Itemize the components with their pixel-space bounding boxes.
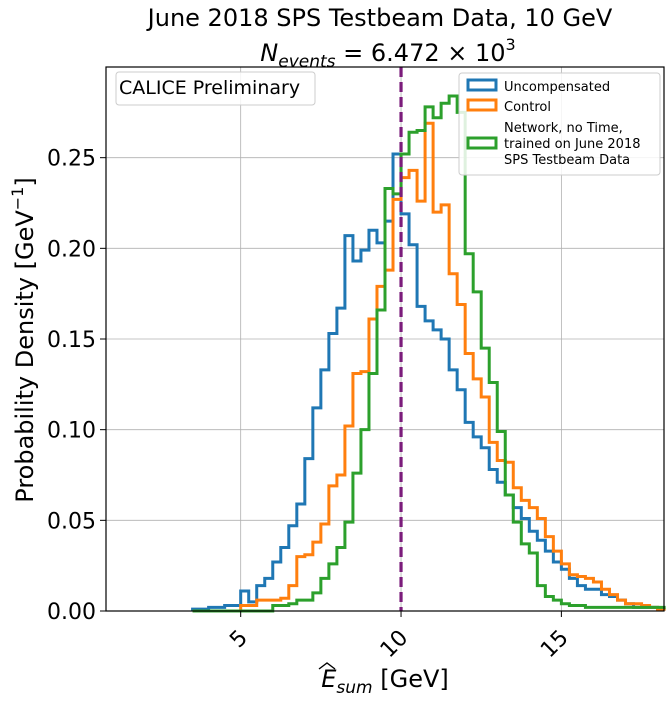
x-axis-label: Esum [GeV]: [321, 665, 449, 698]
y-tick-label: 0.10: [47, 419, 96, 444]
y-tick-label: 0.00: [47, 600, 96, 625]
x-label-unit: [GeV]: [373, 665, 449, 693]
x-label-subscript: sum: [336, 678, 372, 698]
series-line-2: [192, 94, 666, 613]
x-label-symbol: E: [321, 665, 337, 693]
series-line-1: [192, 121, 666, 613]
title-n-symbol: N: [260, 39, 278, 67]
preliminary-label: CALICE Preliminary: [119, 77, 300, 99]
series-line-0: [191, 152, 666, 611]
legend-label-1: Control: [504, 100, 551, 115]
y-label-text: Probability Density [GeV: [11, 210, 39, 503]
legend-swatch-2: [466, 136, 498, 150]
legend-box: [458, 72, 661, 176]
x-tick-label: 15: [536, 626, 573, 663]
y-label-close: ]: [11, 177, 39, 186]
x-tick-label: 10: [376, 626, 413, 663]
legend-label-0: Uncompensated: [504, 80, 610, 95]
legend-label-2: Network, no Time,: [504, 121, 623, 136]
x-tick-label: 5: [225, 626, 253, 654]
y-axis-label: Probability Density [GeV−1]: [8, 177, 39, 502]
title-exponent: 3: [506, 35, 516, 54]
histogram-series: [191, 94, 666, 613]
title-value: = 6.472 × 10: [336, 39, 506, 67]
y-tick-label: 0.05: [47, 509, 96, 534]
legend-label-2: SPS Testbeam Data: [504, 153, 630, 168]
x-label-hat: [318, 662, 336, 670]
legend-swatch-0: [466, 78, 498, 92]
y-label-exponent: −1: [8, 187, 27, 211]
y-tick-label: 0.15: [47, 328, 96, 353]
y-tick-label: 0.20: [47, 237, 96, 262]
legend-swatch-1: [466, 98, 498, 112]
legend: Uncompensated Control Network, no Time,tra…: [466, 78, 641, 168]
chart-title-line1: June 2018 SPS Testbeam Data, 10 GeV: [146, 4, 613, 32]
legend-label-2: trained on June 2018: [504, 137, 641, 152]
y-tick-label: 0.25: [47, 147, 96, 172]
axis-ticks: 5 10 15 0.00 0.05 0.10 0.15 0.20 0.25: [47, 147, 574, 663]
title-n-subscript: events: [278, 52, 335, 72]
preliminary-box: [115, 71, 316, 106]
